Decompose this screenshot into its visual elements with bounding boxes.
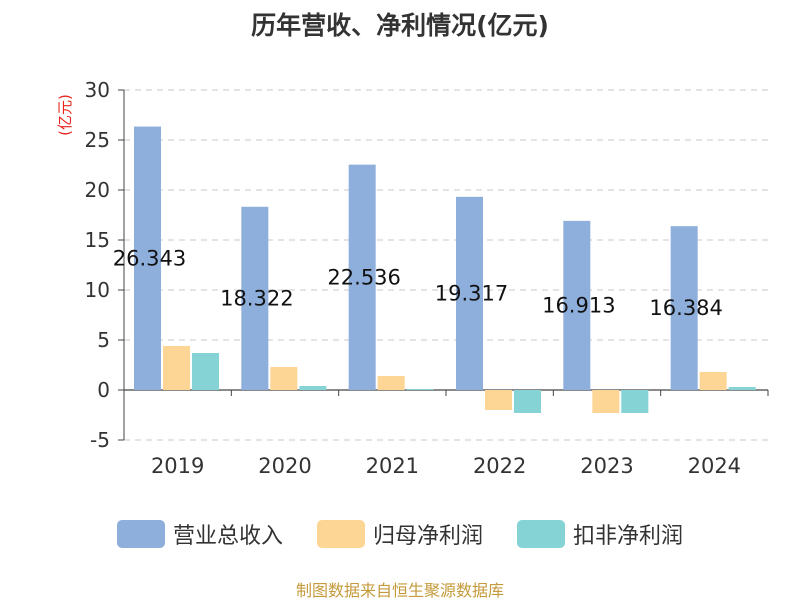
bar-deducted-profit <box>621 390 649 413</box>
data-label-revenue: 18.322 <box>220 286 293 310</box>
bar-revenue <box>670 226 698 390</box>
chart-title: 历年营收、净利情况(亿元) <box>251 11 549 40</box>
legend-item-deducted-profit[interactable]: 扣非净利润 <box>517 518 683 550</box>
bar-net-profit <box>485 390 512 410</box>
bar-net-profit <box>377 376 405 390</box>
bars <box>134 126 756 413</box>
bar-net-profit <box>592 390 620 413</box>
y-tick-label: 5 <box>97 328 110 352</box>
grid-lines <box>124 89 768 441</box>
y-tick-label: 25 <box>85 128 110 152</box>
bar-net-profit <box>699 372 727 390</box>
x-tick-label: 2020 <box>258 454 311 478</box>
y-tick-label: 15 <box>85 228 110 252</box>
data-label-revenue: 26.343 <box>113 246 186 270</box>
y-tick-label: 30 <box>85 78 110 102</box>
axes: -5 0 5 10 15 20 25 30 2019 2020 2021 2022 2023 2024 <box>85 78 769 478</box>
bar-revenue <box>348 164 376 390</box>
legend-item-revenue[interactable]: 营业总收入 <box>116 518 283 550</box>
x-tick-label: 2024 <box>688 454 741 478</box>
bar-net-profit <box>270 367 298 390</box>
data-label-revenue: 19.317 <box>435 281 508 305</box>
bar-revenue <box>563 220 591 390</box>
legend-swatch-deducted-profit <box>517 520 565 548</box>
legend-label-net-profit: 归母净利润 <box>372 524 483 549</box>
legend-label-revenue: 营业总收入 <box>172 524 283 549</box>
legend-swatch-net-profit <box>316 520 365 548</box>
bar-deducted-profit <box>299 386 327 390</box>
x-tick-label: 2023 <box>580 454 633 478</box>
y-tick-label: 20 <box>85 178 110 202</box>
bar-revenue <box>456 196 483 390</box>
bar-revenue <box>241 206 269 390</box>
y-tick-label: 10 <box>85 278 110 302</box>
bar-revenue <box>134 126 161 390</box>
x-tick-label: 2021 <box>366 454 419 478</box>
y-tick-label: 0 <box>97 378 110 402</box>
data-label-revenue: 22.536 <box>327 265 400 289</box>
bar-deducted-profit <box>406 389 434 390</box>
x-tick-label: 2022 <box>473 454 526 478</box>
legend-swatch-revenue <box>116 520 165 548</box>
legend: 营业总收入 归母净利润 扣非净利润 <box>0 518 800 550</box>
data-labels: 26.343 18.322 22.536 19.317 16.913 16.384 <box>113 246 723 320</box>
y-tick-label: -5 <box>90 428 110 452</box>
bar-deducted-profit <box>514 390 541 413</box>
bar-net-profit <box>163 346 190 390</box>
y-axis-label: (亿元) <box>56 94 74 136</box>
x-tick-label: 2019 <box>151 454 204 478</box>
legend-item-net-profit[interactable]: 归母净利润 <box>316 518 483 550</box>
bar-deducted-profit <box>192 353 219 390</box>
source-note: 制图数据来自恒生聚源数据库 <box>295 581 504 600</box>
data-label-revenue: 16.384 <box>649 296 722 320</box>
bar-deducted-profit <box>728 387 756 390</box>
legend-label-deducted-profit: 扣非净利润 <box>573 524 684 549</box>
data-label-revenue: 16.913 <box>542 293 615 317</box>
